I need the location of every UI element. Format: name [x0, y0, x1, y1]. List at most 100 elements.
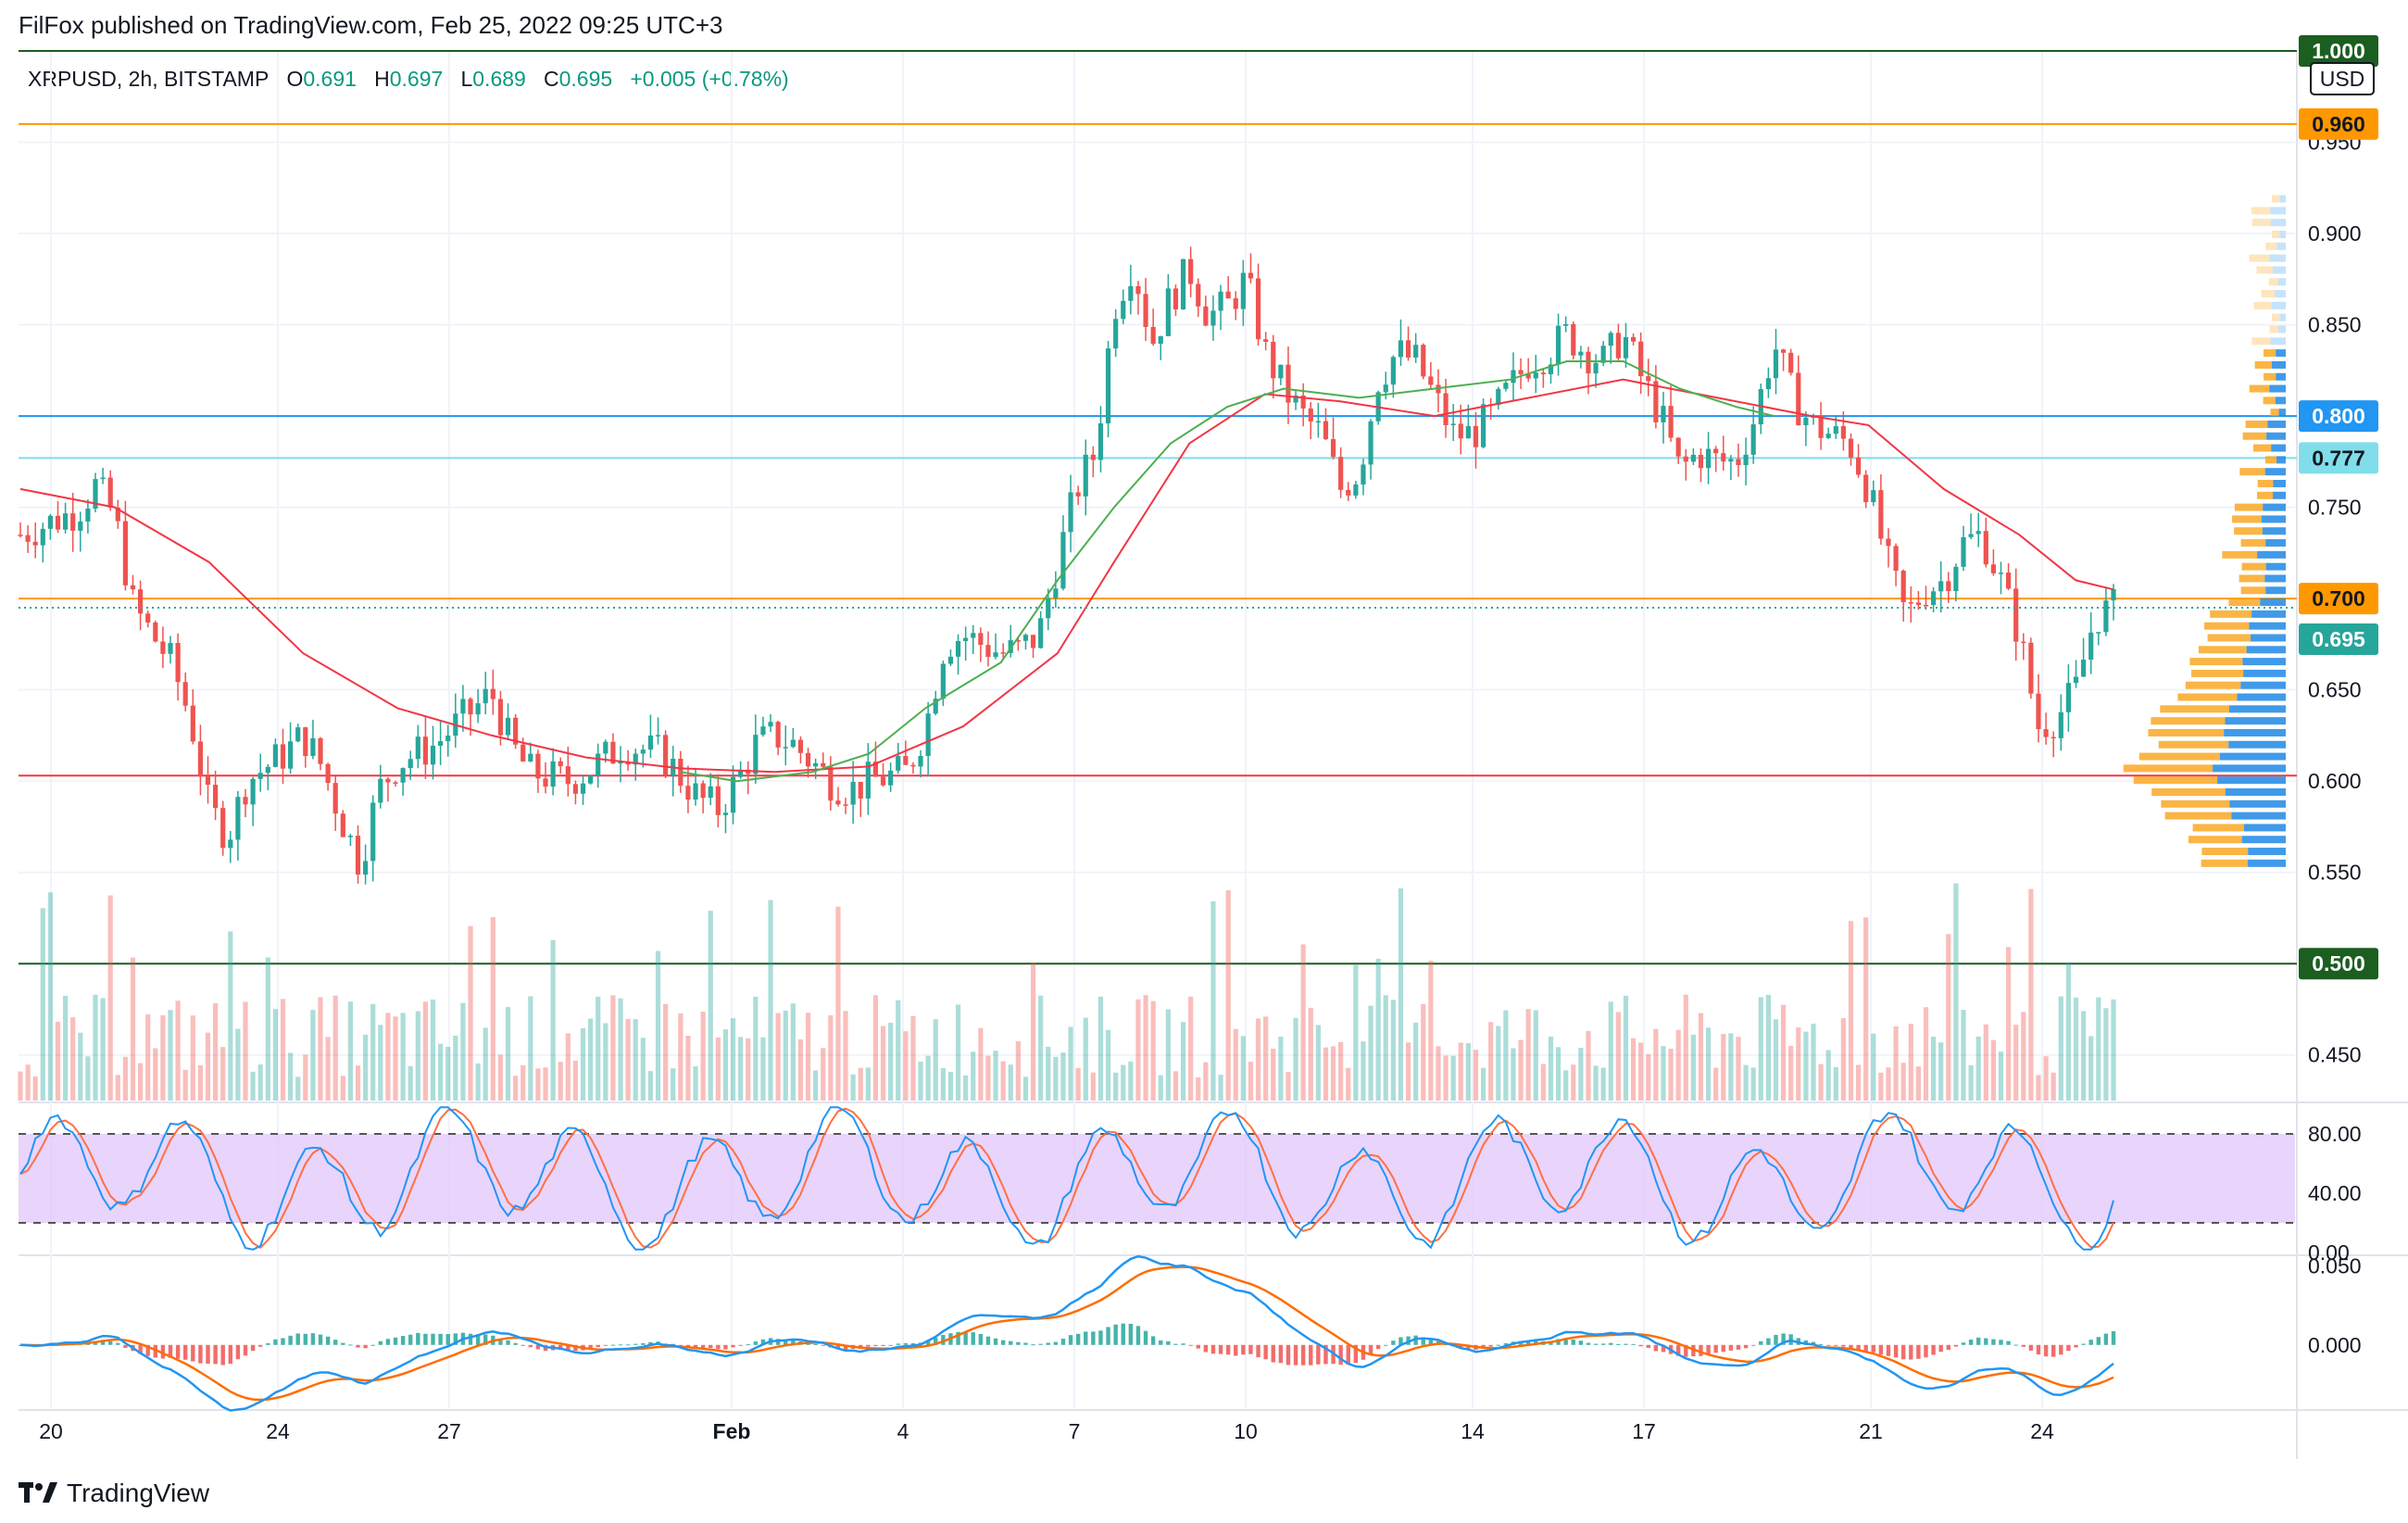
- macd-histogram-bar: [1946, 1344, 1950, 1351]
- ohlc-legend: XRPUSD, 2h, BITSTAMP O0.691 H0.697 L0.68…: [28, 67, 789, 92]
- macd-histogram-bar: [535, 1344, 541, 1350]
- candle-body: [738, 769, 744, 777]
- volume-profile-bar-sell: [2265, 562, 2286, 571]
- high-label: H: [374, 67, 390, 91]
- macd-histogram-bar: [213, 1344, 218, 1365]
- volume-bar: [145, 1014, 151, 1101]
- volume-bar: [722, 1029, 729, 1101]
- candle-body: [1975, 531, 1981, 535]
- volume-bar: [753, 996, 759, 1101]
- volume-bar: [1698, 1013, 1704, 1101]
- volume-bar: [700, 1012, 706, 1101]
- candle-body: [1818, 415, 1824, 438]
- candle-body: [693, 783, 698, 800]
- time-axis-label: 27: [437, 1419, 461, 1443]
- volume-bar: [1511, 1048, 1516, 1101]
- volume-profile-bar-sell: [2276, 242, 2286, 250]
- candle-body: [1090, 454, 1096, 460]
- macd-histogram-bar: [873, 1344, 878, 1346]
- volume-profile-bar-buy: [2234, 527, 2263, 535]
- volume-profile-bar-buy: [2264, 456, 2277, 464]
- volume-profile-bar-buy: [2245, 420, 2268, 428]
- volume-bar: [1361, 1041, 1366, 1101]
- macd-histogram-bar: [1181, 1343, 1185, 1345]
- candle-body: [1330, 439, 1336, 458]
- candle-body: [685, 786, 691, 800]
- volume-bar: [1668, 1049, 1674, 1101]
- volume-bar: [738, 1037, 744, 1101]
- macd-histogram-bar: [2103, 1333, 2109, 1345]
- candle-body: [971, 633, 976, 638]
- publisher-line: FilFox published on TradingView.com, Feb…: [19, 11, 723, 39]
- macd-histogram-bar: [1653, 1344, 1659, 1352]
- volume-profile-bar-sell: [2278, 325, 2286, 334]
- volume-bar: [535, 1068, 541, 1101]
- candle-body: [1458, 423, 1463, 439]
- volume-bar: [663, 1003, 669, 1101]
- candle-body: [93, 479, 98, 510]
- candle-body: [1968, 534, 1974, 537]
- candle-body: [2051, 736, 2056, 739]
- macd-histogram-bar: [618, 1344, 623, 1346]
- volume-bar: [1878, 1072, 1884, 1101]
- candle-body: [1353, 484, 1359, 496]
- candle-body: [1503, 383, 1509, 389]
- volume-bar: [850, 1074, 856, 1101]
- volume-bar: [310, 1010, 316, 1101]
- macd-histogram-bar: [813, 1343, 818, 1345]
- volume-profile-bar-buy: [2269, 325, 2279, 334]
- tradingview-logo[interactable]: TradingView: [19, 1479, 209, 1508]
- macd-histogram-bar: [633, 1343, 638, 1345]
- macd-histogram-bar: [160, 1344, 166, 1359]
- candle-body: [408, 759, 413, 769]
- volume-bar: [415, 1011, 420, 1101]
- volume-bar: [633, 1019, 638, 1101]
- macd-histogram-bar: [438, 1333, 443, 1345]
- volume-bar: [1630, 1038, 1637, 1101]
- volume-profile-bar-sell: [2266, 432, 2286, 440]
- volume-bar: [1436, 1046, 1441, 1101]
- volume-bar: [625, 1018, 631, 1101]
- volume-profile-bar-sell: [2224, 728, 2286, 736]
- volume-bar: [1286, 1072, 1291, 1101]
- volume-bar: [1855, 1064, 1862, 1101]
- candle-body: [175, 643, 181, 683]
- candle-body: [2036, 693, 2041, 730]
- volume-bar: [453, 1035, 458, 1101]
- macd-histogram-bar: [2013, 1344, 2018, 1346]
- macd-histogram-bar: [1616, 1343, 1621, 1345]
- macd-histogram-bar: [1736, 1344, 1741, 1350]
- macd-histogram-bar: [1721, 1344, 1725, 1353]
- macd-histogram-bar: [1121, 1323, 1125, 1345]
- candle-body: [168, 643, 173, 654]
- candle-body: [70, 513, 76, 531]
- macd-histogram-bar: [1743, 1344, 1749, 1349]
- candle-body: [1240, 272, 1246, 309]
- volume-bar: [1338, 1041, 1344, 1101]
- candle-body: [385, 778, 391, 783]
- candle-body: [797, 739, 804, 753]
- volume-bar: [1075, 1067, 1081, 1101]
- volume-profile: [2123, 195, 2286, 867]
- volume-bar: [1022, 1076, 1029, 1101]
- time-axis-label: 10: [1234, 1419, 1258, 1443]
- macd-histogram-bar: [258, 1344, 263, 1347]
- volume-bar: [1600, 1067, 1606, 1101]
- volume-bar: [1908, 1024, 1913, 1101]
- volume-bar: [940, 1068, 946, 1101]
- candle-body: [985, 645, 991, 658]
- macd-histogram-bar: [596, 1344, 600, 1348]
- macd-histogram-bar: [138, 1344, 143, 1354]
- volume-profile-bar-sell: [2276, 372, 2286, 381]
- volume-bar: [175, 1001, 181, 1101]
- volume-profile-bar-sell: [2213, 764, 2286, 773]
- macd-histogram-bar: [175, 1344, 181, 1359]
- candle-body: [265, 766, 270, 774]
- macd-histogram-bar: [273, 1339, 278, 1345]
- volume-bar: [1998, 1051, 2004, 1101]
- volume-bar: [1465, 1042, 1471, 1101]
- symbol-label[interactable]: XRPUSD, 2h, BITSTAMP: [28, 67, 270, 91]
- volume-series: [18, 883, 2116, 1101]
- candle-body: [363, 861, 369, 875]
